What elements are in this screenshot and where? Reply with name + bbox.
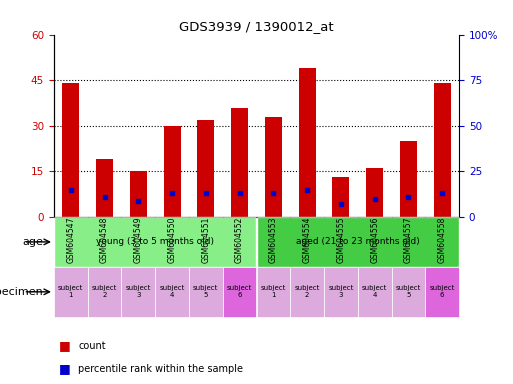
- Bar: [256, 267, 290, 317]
- Bar: [62, 83, 79, 217]
- Text: subject
3: subject 3: [126, 285, 151, 298]
- Text: specimen: specimen: [0, 287, 44, 297]
- Text: subject
3: subject 3: [328, 285, 353, 298]
- Bar: [54, 267, 88, 317]
- Text: count: count: [78, 341, 106, 351]
- Text: young (3 to 5 months old): young (3 to 5 months old): [96, 237, 214, 247]
- Bar: [324, 267, 358, 317]
- Bar: [256, 217, 459, 267]
- Text: subject
6: subject 6: [227, 285, 252, 298]
- Bar: [391, 267, 425, 317]
- Bar: [400, 141, 417, 217]
- Bar: [96, 159, 113, 217]
- Text: subject
4: subject 4: [362, 285, 387, 298]
- Bar: [130, 171, 147, 217]
- Text: subject
2: subject 2: [92, 285, 117, 298]
- Text: percentile rank within the sample: percentile rank within the sample: [78, 364, 244, 374]
- Bar: [290, 267, 324, 317]
- Bar: [265, 117, 282, 217]
- Bar: [189, 267, 223, 317]
- Bar: [223, 267, 256, 317]
- Text: subject
6: subject 6: [429, 285, 455, 298]
- Bar: [54, 217, 256, 267]
- Bar: [425, 267, 459, 317]
- Text: ■: ■: [59, 362, 71, 375]
- Bar: [88, 267, 122, 317]
- Bar: [198, 120, 214, 217]
- Text: subject
1: subject 1: [58, 285, 84, 298]
- Bar: [366, 168, 383, 217]
- Bar: [358, 267, 391, 317]
- Text: ■: ■: [59, 339, 71, 352]
- Bar: [299, 68, 315, 217]
- Text: subject
5: subject 5: [193, 285, 219, 298]
- Text: GSM604553: GSM604553: [269, 217, 278, 263]
- Text: GSM604557: GSM604557: [404, 217, 413, 263]
- Bar: [434, 83, 451, 217]
- Bar: [122, 267, 155, 317]
- Text: GSM604549: GSM604549: [134, 217, 143, 263]
- Text: GSM604548: GSM604548: [100, 217, 109, 263]
- Text: GSM604556: GSM604556: [370, 217, 379, 263]
- Bar: [231, 108, 248, 217]
- Text: GSM604554: GSM604554: [303, 217, 312, 263]
- Text: GSM604551: GSM604551: [201, 217, 210, 263]
- Text: GSM604550: GSM604550: [168, 217, 176, 263]
- Bar: [155, 267, 189, 317]
- Title: GDS3939 / 1390012_at: GDS3939 / 1390012_at: [179, 20, 334, 33]
- Bar: [164, 126, 181, 217]
- Text: subject
2: subject 2: [294, 285, 320, 298]
- Text: age: age: [23, 237, 44, 247]
- Text: GSM604555: GSM604555: [337, 217, 345, 263]
- Text: subject
4: subject 4: [160, 285, 185, 298]
- Bar: [332, 177, 349, 217]
- Text: subject
5: subject 5: [396, 285, 421, 298]
- Text: GSM604552: GSM604552: [235, 217, 244, 263]
- Text: GSM604558: GSM604558: [438, 217, 447, 263]
- Text: aged (21 to 23 months old): aged (21 to 23 months old): [296, 237, 420, 247]
- Text: subject
1: subject 1: [261, 285, 286, 298]
- Text: GSM604547: GSM604547: [66, 217, 75, 263]
